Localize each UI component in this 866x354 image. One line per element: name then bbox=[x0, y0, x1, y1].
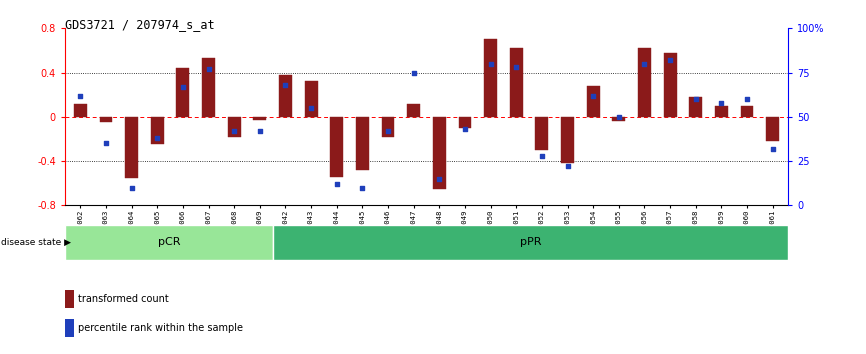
Point bbox=[125, 185, 139, 190]
Bar bbox=[65, 291, 74, 308]
Bar bbox=[689, 97, 702, 117]
Bar bbox=[305, 81, 318, 117]
Bar bbox=[561, 117, 574, 163]
Bar bbox=[766, 117, 779, 141]
Bar bbox=[510, 48, 523, 117]
Bar bbox=[330, 117, 343, 177]
Point bbox=[279, 82, 293, 88]
Bar bbox=[587, 86, 599, 117]
Point bbox=[714, 100, 728, 105]
Point bbox=[586, 93, 600, 98]
Bar bbox=[100, 117, 113, 122]
Text: GDS3721 / 207974_s_at: GDS3721 / 207974_s_at bbox=[65, 18, 215, 31]
Bar bbox=[228, 117, 241, 137]
Bar bbox=[612, 117, 625, 121]
Bar bbox=[356, 117, 369, 170]
Bar bbox=[407, 104, 420, 117]
Bar bbox=[484, 39, 497, 117]
Point bbox=[74, 93, 87, 98]
Bar bbox=[151, 117, 164, 144]
Point bbox=[355, 185, 369, 190]
Bar bbox=[202, 58, 215, 117]
Point bbox=[766, 146, 779, 152]
Point bbox=[612, 114, 626, 120]
Bar bbox=[177, 68, 190, 117]
Text: transformed count: transformed count bbox=[78, 295, 168, 304]
Bar bbox=[638, 48, 651, 117]
Point bbox=[535, 153, 549, 159]
Bar bbox=[715, 106, 727, 117]
Point bbox=[509, 64, 523, 70]
Bar bbox=[740, 106, 753, 117]
Point bbox=[407, 70, 421, 75]
Point bbox=[381, 128, 395, 134]
Bar bbox=[382, 117, 394, 137]
Bar bbox=[254, 117, 266, 120]
Point bbox=[304, 105, 318, 111]
Point bbox=[99, 141, 113, 146]
Bar bbox=[65, 225, 273, 260]
Point bbox=[176, 84, 190, 90]
Bar bbox=[74, 104, 87, 117]
Text: percentile rank within the sample: percentile rank within the sample bbox=[78, 323, 242, 333]
Point bbox=[458, 126, 472, 132]
Point bbox=[227, 128, 241, 134]
Text: pPR: pPR bbox=[520, 238, 541, 247]
Point bbox=[484, 61, 498, 67]
Point bbox=[253, 128, 267, 134]
Bar bbox=[535, 117, 548, 150]
Bar bbox=[65, 319, 74, 337]
Bar bbox=[663, 53, 676, 117]
Bar bbox=[126, 117, 138, 178]
Point bbox=[330, 181, 344, 187]
Point bbox=[560, 164, 574, 169]
Point bbox=[432, 176, 446, 182]
Point bbox=[740, 96, 754, 102]
Point bbox=[688, 96, 702, 102]
Point bbox=[663, 57, 677, 63]
Bar bbox=[433, 117, 446, 189]
Bar bbox=[459, 117, 471, 128]
Point bbox=[151, 135, 165, 141]
Bar bbox=[279, 75, 292, 117]
Text: disease state ▶: disease state ▶ bbox=[1, 238, 71, 247]
Text: pCR: pCR bbox=[158, 238, 180, 247]
Bar bbox=[273, 225, 788, 260]
Point bbox=[637, 61, 651, 67]
Point bbox=[202, 66, 216, 72]
